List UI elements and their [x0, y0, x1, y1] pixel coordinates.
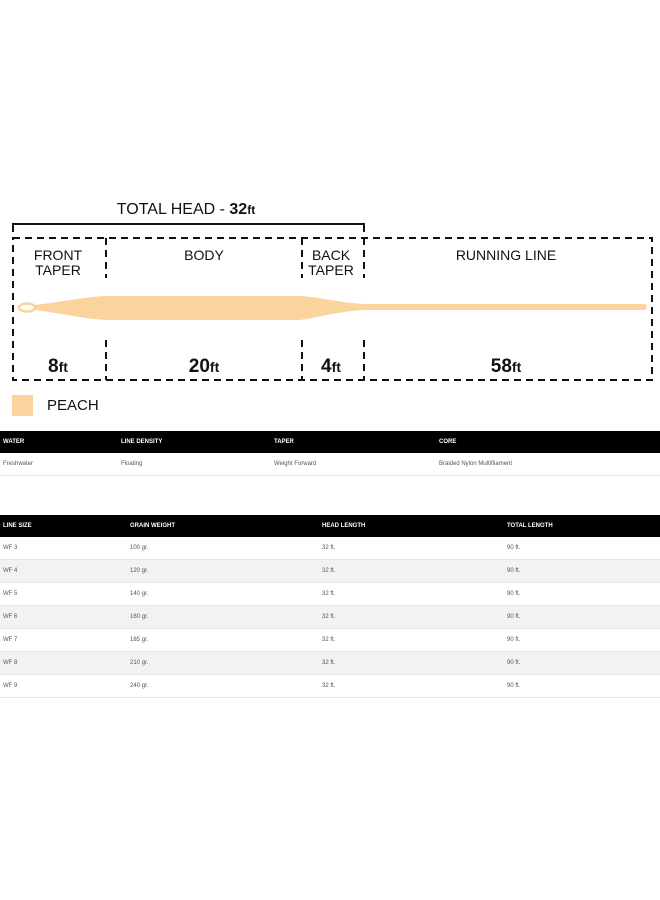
- header-cell: HEAD LENGTH: [322, 523, 366, 529]
- table-cell: WF 8: [3, 660, 18, 666]
- table-cell: WF 7: [3, 637, 18, 643]
- table-row: WF 5 140 gr. 32 ft. 90 ft.: [0, 583, 660, 606]
- total-head-value: 32: [229, 201, 247, 218]
- header-cell: TAPER: [274, 439, 294, 445]
- table-cell: 32 ft.: [322, 660, 336, 666]
- length-value: 4: [321, 356, 332, 377]
- table-cell: 90 ft.: [507, 637, 521, 643]
- table-cell: Floating: [121, 461, 143, 467]
- table-cell: 32 ft.: [322, 614, 336, 620]
- table-row: WF 8 210 gr. 32 ft. 90 ft.: [0, 652, 660, 675]
- table-cell: WF 9: [3, 683, 18, 689]
- section-label: TAPER: [35, 262, 81, 278]
- length-value: 8: [48, 356, 59, 377]
- table-cell: 210 gr.: [130, 660, 149, 666]
- length-value: 58: [491, 356, 512, 377]
- table-cell: 90 ft.: [507, 568, 521, 574]
- table-cell: 32 ft.: [322, 637, 336, 643]
- table-cell: 32 ft.: [322, 568, 336, 574]
- table-cell: Freshwater: [3, 461, 34, 467]
- specs-table: WATER LINE DENSITY TAPER CORE Freshwater Floa…: [0, 431, 660, 476]
- total-head-unit: ft: [247, 203, 255, 217]
- section-label: TAPER: [308, 262, 354, 278]
- table-cell: 140 gr.: [130, 591, 149, 597]
- header-cell: WATER: [3, 439, 25, 445]
- header-cell: CORE: [439, 439, 457, 445]
- table-cell: 185 gr.: [130, 637, 149, 643]
- section-label: FRONT: [34, 247, 83, 263]
- length-unit: ft: [332, 359, 342, 375]
- color-swatch: [12, 395, 33, 416]
- total-head-label: TOTAL HEAD -: [117, 201, 225, 218]
- header-cell: LINE SIZE: [3, 523, 32, 529]
- header-cell: GRAIN WEIGHT: [130, 523, 175, 529]
- section-label: BODY: [184, 247, 224, 263]
- table-cell: 160 gr.: [130, 614, 149, 620]
- table-cell: 32 ft.: [322, 591, 336, 597]
- section-length: 8ft: [48, 356, 68, 377]
- table-cell: 90 ft.: [507, 660, 521, 666]
- header-cell: LINE DENSITY: [121, 439, 163, 445]
- table-cell: WF 5: [3, 591, 18, 597]
- table-cell: 32 ft.: [322, 545, 336, 551]
- length-unit: ft: [512, 359, 522, 375]
- fly-line-loop: [17, 302, 37, 313]
- header-cell: TOTAL LENGTH: [507, 523, 553, 529]
- fly-line: [35, 296, 647, 320]
- table-cell: WF 4: [3, 568, 18, 574]
- table-header: LINE SIZE GRAIN WEIGHT HEAD LENGTH TOTAL LE…: [0, 515, 660, 537]
- section-label: BACK: [312, 247, 351, 263]
- table-cell: WF 3: [3, 545, 18, 551]
- table-header: WATER LINE DENSITY TAPER CORE: [0, 431, 660, 453]
- table-cell: 100 gr.: [130, 545, 149, 551]
- table-cell: 32 ft.: [322, 683, 336, 689]
- color-name: PEACH: [47, 397, 99, 414]
- table-cell: WF 6: [3, 614, 18, 620]
- length-unit: ft: [210, 359, 220, 375]
- length-unit: ft: [59, 359, 69, 375]
- table-cell: Braided Nylon Multifilament: [439, 461, 513, 467]
- outline-box: [12, 237, 653, 381]
- table-cell: 240 gr.: [130, 683, 149, 689]
- table-row: WF 6 160 gr. 32 ft. 90 ft.: [0, 606, 660, 629]
- sizes-table: LINE SIZE GRAIN WEIGHT HEAD LENGTH TOTAL LE…: [0, 515, 660, 698]
- head-bracket: [12, 223, 365, 232]
- table-row: WF 4 120 gr. 32 ft. 90 ft.: [0, 560, 660, 583]
- table-cell: 90 ft.: [507, 591, 521, 597]
- section-length: 4ft: [321, 356, 341, 377]
- section-length: 20ft: [189, 356, 220, 377]
- table-row: WF 9 240 gr. 32 ft. 90 ft.: [0, 675, 660, 698]
- length-value: 20: [189, 356, 210, 377]
- table-cell: 90 ft.: [507, 683, 521, 689]
- section-length: 58ft: [491, 356, 522, 377]
- table-cell: 90 ft.: [507, 545, 521, 551]
- table-row: Freshwater Floating Weight Forward Braided …: [0, 453, 660, 476]
- table-row: WF 7 185 gr. 32 ft. 90 ft.: [0, 629, 660, 652]
- section-label: RUNNING LINE: [456, 247, 556, 263]
- table-cell: Weight Forward: [274, 461, 317, 467]
- table-cell: 90 ft.: [507, 614, 521, 620]
- table-cell: 120 gr.: [130, 568, 149, 574]
- table-row: WF 3 100 gr. 32 ft. 90 ft.: [0, 537, 660, 560]
- taper-diagram: TOTAL HEAD - 32ft PEACH FRONTTAPER8ftBOD…: [12, 201, 653, 416]
- total-head: TOTAL HEAD - 32ft: [117, 201, 255, 218]
